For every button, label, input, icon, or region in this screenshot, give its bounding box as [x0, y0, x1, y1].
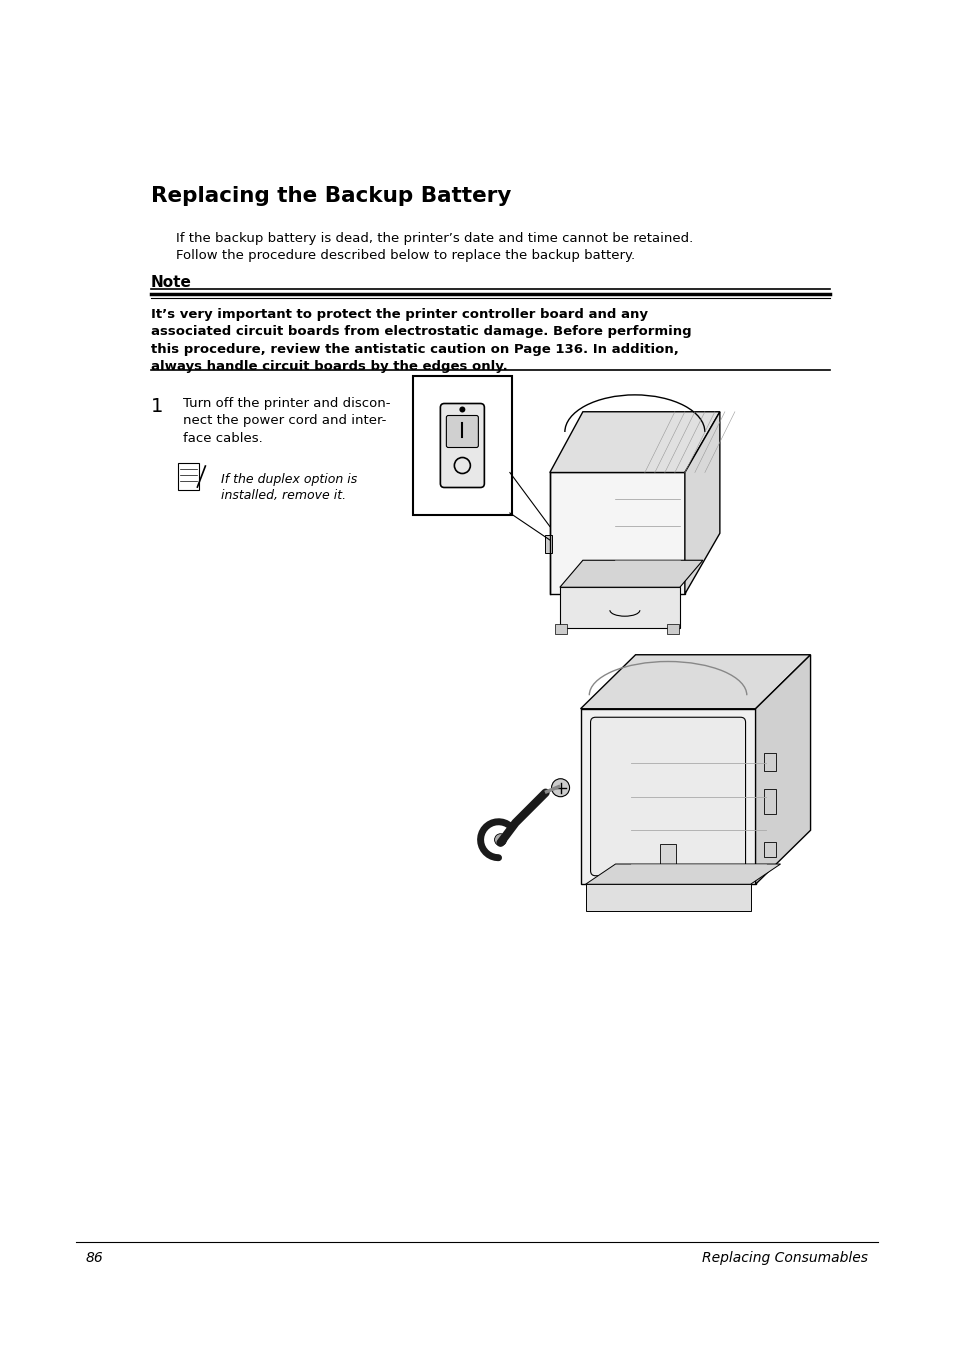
Polygon shape	[580, 709, 755, 884]
Bar	[762, 788, 775, 814]
Polygon shape	[549, 472, 684, 594]
Text: If the duplex option is
installed, remove it.: If the duplex option is installed, remov…	[221, 472, 357, 502]
Text: 86: 86	[86, 1251, 104, 1265]
Polygon shape	[559, 560, 702, 587]
Bar	[585, 884, 750, 911]
Polygon shape	[585, 864, 780, 884]
Text: Replacing the Backup Battery: Replacing the Backup Battery	[151, 186, 511, 207]
FancyBboxPatch shape	[446, 416, 477, 447]
Text: Note: Note	[151, 275, 192, 290]
Text: 1: 1	[151, 397, 163, 416]
Circle shape	[494, 834, 506, 845]
Polygon shape	[580, 655, 810, 709]
Bar	[544, 536, 551, 554]
Text: If the backup battery is dead, the printer’s date and time cannot be retained.
F: If the backup battery is dead, the print…	[176, 232, 693, 262]
Text: Turn off the printer and discon-
nect the power cord and inter-
face cables.: Turn off the printer and discon- nect th…	[183, 397, 391, 446]
Bar	[666, 624, 679, 634]
Bar	[659, 844, 676, 865]
Polygon shape	[549, 412, 720, 472]
Polygon shape	[559, 587, 679, 628]
Text: It’s very important to protect the printer controller board and any
associated c: It’s very important to protect the print…	[151, 308, 691, 374]
Bar	[762, 753, 775, 771]
Bar	[178, 463, 199, 490]
Text: Replacing Consumables: Replacing Consumables	[701, 1251, 867, 1265]
Circle shape	[459, 406, 465, 413]
Circle shape	[551, 779, 569, 796]
FancyBboxPatch shape	[590, 717, 745, 876]
Polygon shape	[755, 655, 810, 884]
FancyBboxPatch shape	[440, 404, 484, 487]
Bar	[555, 624, 566, 634]
FancyBboxPatch shape	[413, 377, 512, 514]
Bar	[762, 842, 775, 857]
Polygon shape	[684, 412, 720, 594]
